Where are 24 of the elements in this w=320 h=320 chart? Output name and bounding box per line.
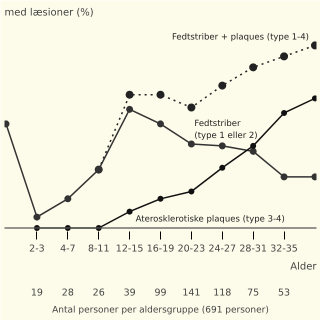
x-tick-label: 32-35 bbox=[270, 244, 298, 254]
series-label: Fedtstriber + plaques (type 1-4) bbox=[172, 32, 309, 42]
text: 141 bbox=[182, 288, 200, 298]
text: 28 bbox=[62, 288, 74, 298]
x-axis-title: Alder bbox=[290, 262, 318, 272]
x-tick-label: 8-11 bbox=[88, 244, 110, 254]
text: 99 bbox=[154, 288, 167, 298]
x-tick-label: 24-27 bbox=[208, 244, 236, 254]
series-label: Aterosklerotiske plaques (type 3-4) bbox=[136, 214, 285, 225]
text: 118 bbox=[213, 288, 232, 298]
x-tick-label: 12-15 bbox=[116, 244, 144, 254]
text: 39 bbox=[124, 288, 136, 298]
text: 53 bbox=[278, 288, 290, 298]
x-tick-label: 4-7 bbox=[60, 244, 76, 254]
text: 19 bbox=[30, 288, 43, 298]
text: 26 bbox=[92, 288, 105, 298]
x-tick-label: 2-3 bbox=[29, 244, 45, 254]
text: 75 bbox=[247, 288, 260, 298]
text: Antal personer per aldersgruppe (691 personer) bbox=[52, 306, 269, 316]
x-tick-label: 20-23 bbox=[178, 244, 206, 254]
y-axis-title: med læsioner (%) bbox=[4, 8, 94, 18]
x-tick-label: 16-19 bbox=[146, 244, 174, 254]
x-tick-label: 28-31 bbox=[239, 244, 267, 254]
series-label: Fedtstriber (type 1 eller 2) bbox=[194, 119, 258, 142]
